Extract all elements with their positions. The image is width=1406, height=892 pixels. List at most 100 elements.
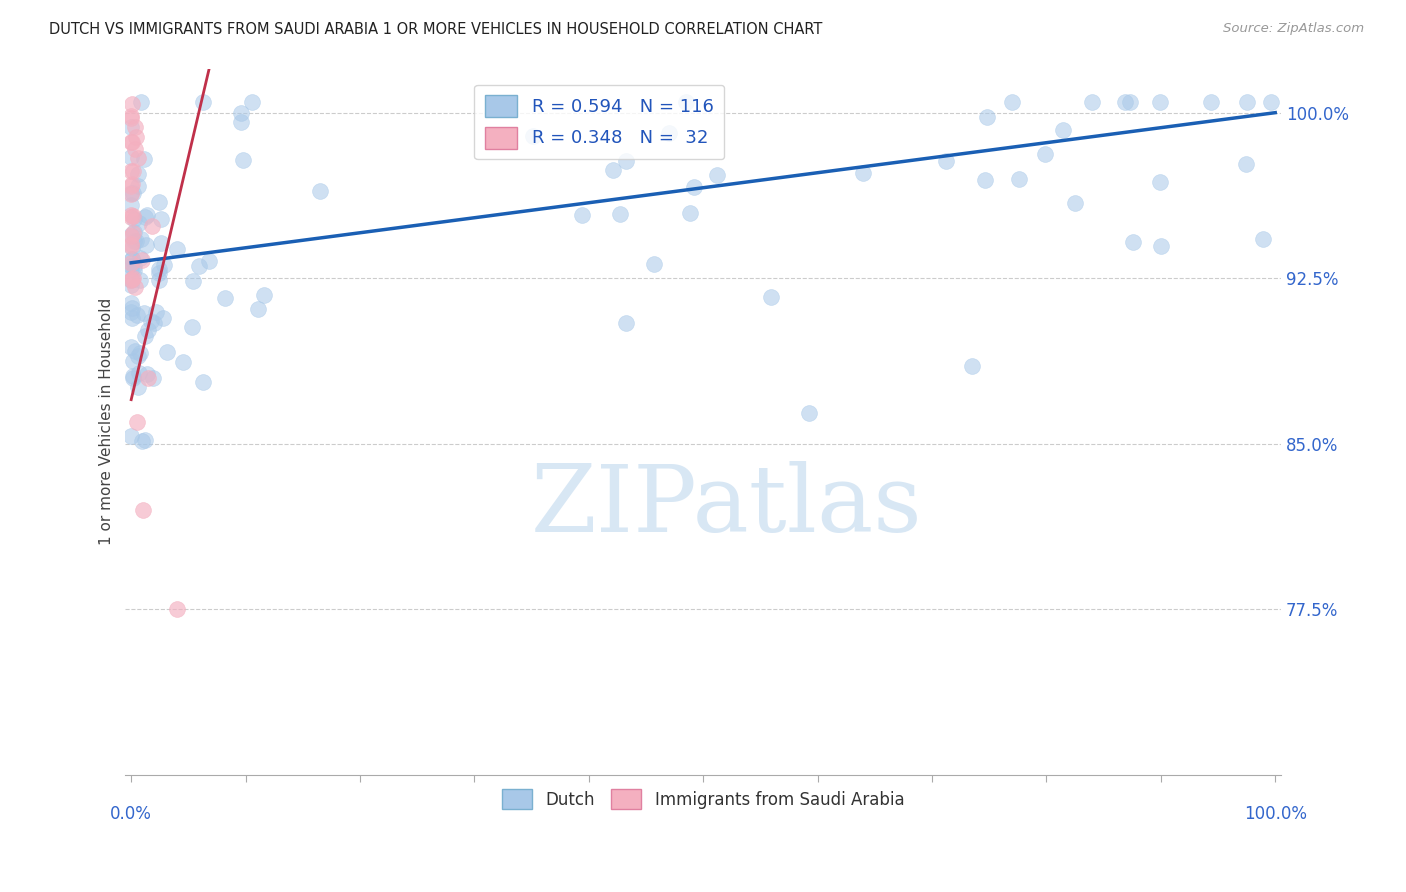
Point — [120, 261, 142, 276]
Point — [706, 168, 728, 182]
Point — [120, 186, 142, 200]
Point — [1122, 235, 1144, 250]
Point — [120, 340, 142, 354]
Point — [761, 290, 783, 304]
Point — [128, 217, 150, 231]
Point — [127, 179, 149, 194]
Point — [240, 95, 263, 109]
Point — [150, 236, 173, 251]
Point — [143, 316, 166, 330]
Point — [121, 301, 143, 316]
Point — [120, 236, 142, 251]
Point — [121, 178, 143, 192]
Point — [1150, 239, 1173, 253]
Point — [134, 306, 156, 320]
Point — [214, 291, 236, 305]
Point — [122, 271, 145, 285]
Point — [120, 211, 142, 225]
Point — [571, 208, 593, 222]
Point — [1081, 95, 1104, 109]
Point — [120, 260, 142, 274]
Point — [678, 206, 700, 220]
Point — [145, 305, 167, 319]
Point — [120, 186, 142, 201]
Point — [122, 234, 145, 248]
Point — [121, 164, 143, 178]
Text: Source: ZipAtlas.com: Source: ZipAtlas.com — [1223, 22, 1364, 36]
Point — [125, 129, 148, 144]
Point — [191, 376, 214, 390]
Point — [960, 359, 983, 374]
Point — [128, 251, 150, 265]
Point — [148, 194, 170, 209]
Point — [129, 272, 152, 286]
Point — [152, 310, 174, 325]
Point — [121, 252, 143, 266]
Point — [148, 261, 170, 276]
Point — [122, 354, 145, 368]
Point — [614, 154, 637, 169]
Point — [128, 366, 150, 380]
Point — [136, 368, 159, 382]
Point — [1064, 196, 1087, 211]
Point — [122, 263, 145, 277]
Point — [121, 252, 143, 267]
Point — [120, 273, 142, 287]
Point — [1052, 123, 1074, 137]
Point — [122, 226, 145, 240]
Point — [973, 173, 995, 187]
Point — [120, 150, 142, 164]
Point — [172, 355, 194, 369]
Point — [134, 210, 156, 224]
Point — [121, 368, 143, 383]
Point — [1149, 95, 1171, 109]
Point — [120, 273, 142, 287]
Point — [121, 310, 143, 325]
Point — [852, 166, 875, 180]
Point — [124, 280, 146, 294]
Point — [131, 503, 153, 517]
Point — [1119, 95, 1142, 109]
Point — [602, 162, 624, 177]
Point — [121, 210, 143, 224]
Point — [135, 207, 157, 221]
Point — [309, 184, 332, 198]
Point — [124, 120, 146, 134]
Point — [134, 433, 156, 447]
Point — [643, 257, 665, 271]
Point — [246, 301, 269, 316]
Point — [122, 370, 145, 384]
Point — [121, 186, 143, 201]
Point — [229, 106, 252, 120]
Point — [121, 241, 143, 255]
Point — [127, 167, 149, 181]
Point — [134, 153, 156, 167]
Point — [1251, 232, 1274, 246]
Point — [120, 109, 142, 123]
Point — [935, 154, 957, 169]
Point — [609, 206, 631, 220]
Point — [131, 253, 153, 268]
Point — [120, 255, 142, 269]
Point — [138, 370, 160, 384]
Point — [135, 238, 157, 252]
Point — [166, 602, 188, 616]
Point — [127, 151, 149, 165]
Point — [129, 232, 152, 246]
Point — [153, 258, 176, 272]
Point — [120, 228, 142, 243]
Point — [198, 254, 221, 268]
Point — [1033, 146, 1056, 161]
Point — [1199, 95, 1222, 109]
Point — [181, 274, 204, 288]
Point — [120, 164, 142, 178]
Point — [120, 305, 142, 319]
Point — [136, 322, 159, 336]
Point — [166, 243, 188, 257]
Point — [188, 260, 211, 274]
Point — [122, 225, 145, 239]
Point — [134, 329, 156, 343]
Point — [127, 308, 149, 322]
Point — [1008, 172, 1031, 186]
Point — [124, 142, 146, 156]
